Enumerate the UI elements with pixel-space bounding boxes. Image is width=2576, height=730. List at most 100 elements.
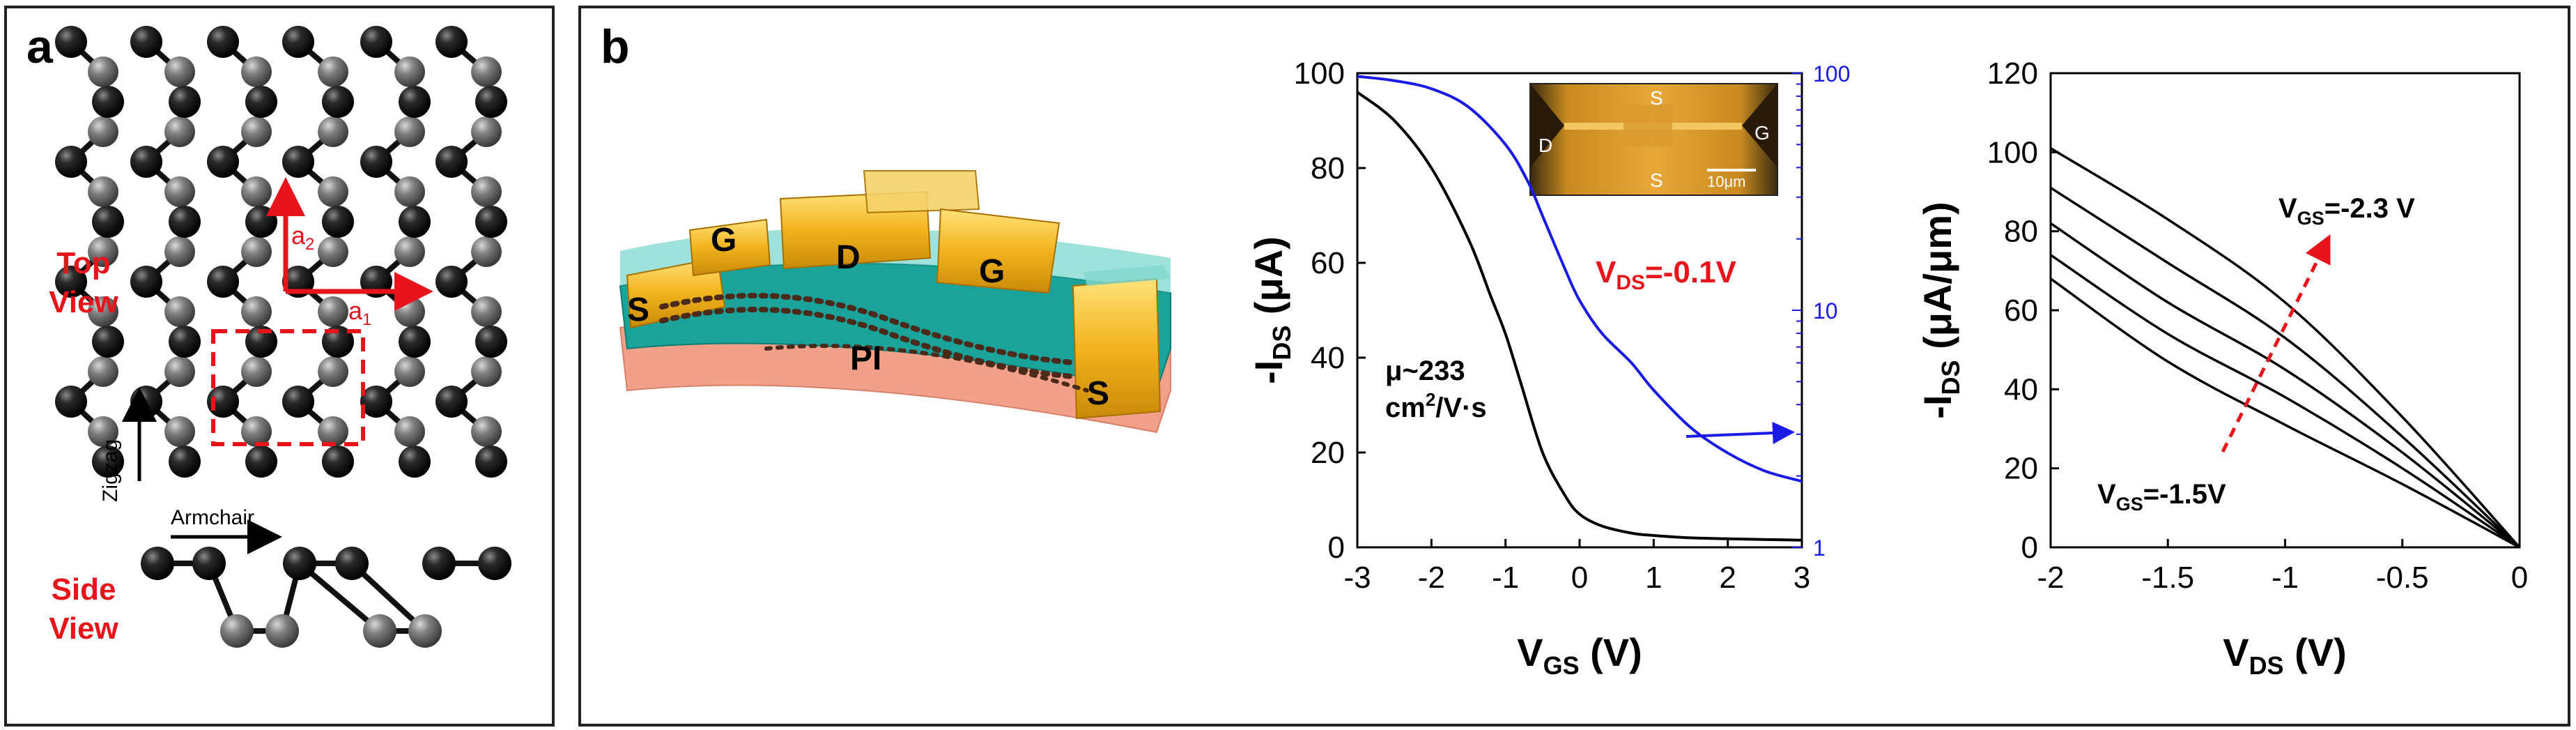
chart1-x-tick-label: 3 (1794, 561, 1810, 595)
transfer-curve-chart: D S S G 10μm -3 -2 -1 0 1 2 3 0 20 40 60 80 100 1 10 10… (1247, 56, 1850, 680)
panel-b-label: b (601, 20, 630, 73)
atom-gray (318, 176, 348, 207)
atom-gray (88, 56, 118, 87)
chart2-red-dashed-arrow (2221, 234, 2331, 453)
chart1-series-log (1357, 75, 1803, 483)
atom-gray (88, 116, 118, 147)
atom-black (399, 86, 431, 118)
chart2-plot-area (2049, 72, 2521, 549)
atom-black (360, 386, 392, 418)
atom-black (435, 386, 468, 418)
atom-gray (241, 236, 272, 267)
atom-gray (318, 56, 348, 87)
armchair-label: Armchair (171, 506, 254, 529)
atom-black (245, 446, 277, 478)
atom-black (360, 146, 392, 178)
atom-gray (318, 416, 348, 447)
chart2-x-tick-label: -1 (2272, 561, 2299, 595)
atom-gray (363, 614, 396, 648)
chart1-mobility-line2: cm2/V·s (1385, 389, 1487, 423)
atom-black (322, 326, 354, 358)
atom-gray (164, 116, 195, 147)
chart2-series-line (2050, 254, 2520, 549)
device-label-g2: G (979, 253, 1005, 290)
a2-label: a2 (291, 221, 314, 254)
atom-gray (265, 614, 299, 648)
atom-black (245, 326, 277, 358)
chart2-y-tick-label: 40 (2004, 372, 2038, 406)
unit-cell-dashed (211, 329, 365, 446)
atom-gray (164, 236, 195, 267)
chart1-series-linear (1356, 91, 1803, 542)
chart2-y-tick-label: 60 (2004, 294, 2038, 328)
atom-black (475, 86, 507, 118)
chart2-label-top: VGS=-2.3 V (2278, 193, 2415, 229)
atom-black (207, 266, 239, 298)
chart2-series-line (2049, 277, 2520, 549)
atom-black (478, 547, 511, 580)
chart2-y-tick-label: 120 (1987, 56, 2038, 91)
chart2-y-tick-label: 20 (2004, 452, 2038, 486)
atom-black (282, 386, 314, 418)
atom-gray (241, 176, 272, 207)
atom-gray (164, 56, 195, 87)
chart2-series-line (2050, 222, 2521, 549)
chart2-x-tick-label: -1.5 (2141, 561, 2194, 595)
atom-gray (394, 236, 425, 267)
top-view-label: Top View (49, 246, 118, 319)
chart2-y-tick-label: 100 (1987, 135, 2038, 169)
atom-black (207, 26, 239, 58)
atom-black (399, 206, 431, 238)
chart1-y2-tick-label: 1 (1813, 535, 1826, 561)
chart1-blue-arrow (1686, 421, 1795, 444)
atom-gray (88, 236, 118, 267)
chart1-y2-tick-label: 10 (1813, 298, 1838, 324)
chart2-y-tick-label: 0 (2021, 531, 2038, 565)
atom-black (283, 547, 316, 580)
chart2-label-bottom: VGS=-1.5V (2097, 479, 2226, 515)
atom-black (435, 26, 468, 58)
chart1-x-tick-label: 2 (1719, 561, 1736, 595)
atom-black (169, 86, 201, 118)
chart1-x-tick-label: -1 (1492, 561, 1519, 595)
zigzag-label: Zigzag (99, 439, 122, 502)
atom-gray (394, 56, 425, 87)
atom-gray (241, 56, 272, 87)
atom-gray (88, 176, 118, 207)
a1-label: a1 (348, 296, 371, 329)
atom-gray (164, 296, 195, 327)
atom-black (55, 146, 87, 178)
chart1-x-tick-label: -2 (1418, 561, 1445, 595)
inset-label-g: G (1754, 122, 1770, 144)
atom-black (130, 266, 162, 298)
chart1-y-tick-label: 100 (1294, 56, 1345, 91)
lattice-side-view (141, 547, 511, 648)
panel-a-frame (4, 6, 555, 727)
atom-black (130, 386, 162, 418)
atom-black (422, 547, 456, 580)
atom-black (475, 206, 507, 238)
atom-black (169, 326, 201, 358)
atom-black (169, 446, 201, 478)
atom-black (360, 26, 392, 58)
atom-black (399, 446, 431, 478)
chart2-x-tick-label: -2 (2037, 561, 2064, 595)
chart2-series-line (2050, 186, 2521, 549)
chart2-x-tick-label: -0.5 (2376, 561, 2429, 595)
chart2-series-line (2050, 147, 2521, 549)
atom-gray (318, 116, 348, 147)
atom-gray (471, 416, 502, 447)
atom-black (130, 26, 162, 58)
atom-gray (241, 356, 272, 387)
atom-gray (241, 416, 272, 447)
chart1-y-tick-label: 0 (1328, 531, 1345, 565)
atom-gray (88, 356, 118, 387)
atom-black (282, 146, 314, 178)
atom-black (92, 206, 124, 238)
atom-gray (471, 296, 502, 327)
atom-gray (471, 236, 502, 267)
atom-black (92, 446, 124, 478)
device-illustration: G D G S S PI (619, 170, 1171, 434)
atom-gray (318, 296, 348, 327)
